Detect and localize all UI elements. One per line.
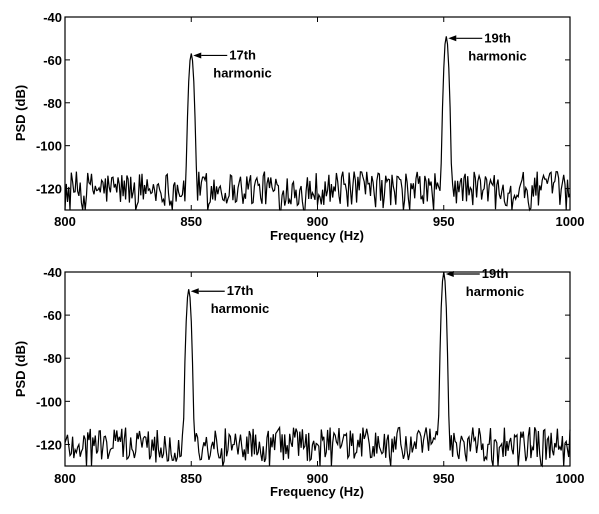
annotation-line2: harmonic [213, 65, 272, 80]
y-tick-label: -100 [36, 139, 62, 154]
y-tick-label: -60 [43, 308, 62, 323]
annotation-line2: harmonic [211, 301, 270, 316]
psd-chart-bottom: 800 850 900 950 1000 -40 -60 -80 -100 -120 17th h… [13, 265, 584, 499]
psd-line [64, 36, 571, 212]
y-ticks: -40 -60 -80 -100 -120 [36, 10, 570, 197]
psd-series [64, 36, 571, 212]
annotation-arrowhead [448, 35, 457, 42]
annotation-line1: 19th [482, 266, 509, 281]
x-tick-label: 900 [307, 471, 329, 486]
x-tick-label: 1000 [556, 214, 585, 229]
y-tick-label: -120 [36, 182, 62, 197]
psd-series [64, 271, 571, 468]
y-tick-label: -60 [43, 53, 62, 68]
x-tick-label: 800 [54, 214, 76, 229]
annotations: 17th harmonic 19th harmonic [193, 30, 527, 80]
x-ticks: 800 850 900 950 1000 [54, 17, 584, 229]
x-axis-label: Frequency (Hz) [270, 228, 364, 243]
x-tick-label: 850 [180, 471, 202, 486]
y-tick-label: -80 [43, 351, 62, 366]
annotation-line2: harmonic [468, 48, 527, 63]
x-tick-label: 950 [433, 214, 455, 229]
y-axis-label: PSD (dB) [13, 341, 28, 397]
psd-chart-top: 800 850 900 950 1000 -40 -60 -80 -100 -120 17th h… [13, 10, 584, 243]
annotation-line2: harmonic [466, 284, 525, 299]
annotations: 17th harmonic 19th harmonic [190, 266, 525, 316]
y-tick-label: -120 [36, 437, 62, 452]
y-tick-label: -100 [36, 394, 62, 409]
annotation-arrowhead [190, 288, 199, 295]
annotation-arrowhead [193, 52, 202, 59]
x-ticks: 800 850 900 950 1000 [54, 272, 584, 486]
psd-line [64, 271, 571, 468]
annotation-line1: 17th [227, 283, 254, 298]
y-axis-label: PSD (dB) [13, 85, 28, 141]
y-tick-label: -80 [43, 96, 62, 111]
x-tick-label: 1000 [556, 471, 585, 486]
y-ticks: -40 -60 -80 -100 -120 [36, 265, 570, 452]
x-tick-label: 950 [433, 471, 455, 486]
y-tick-label: -40 [43, 265, 62, 280]
x-tick-label: 900 [307, 214, 329, 229]
x-axis-label: Frequency (Hz) [270, 484, 364, 499]
annotation-arrowhead [445, 271, 454, 277]
annotation-line1: 19th [484, 30, 511, 45]
y-tick-label: -40 [43, 10, 62, 25]
x-tick-label: 800 [54, 471, 76, 486]
annotation-line1: 17th [229, 47, 256, 62]
x-tick-label: 850 [180, 214, 202, 229]
